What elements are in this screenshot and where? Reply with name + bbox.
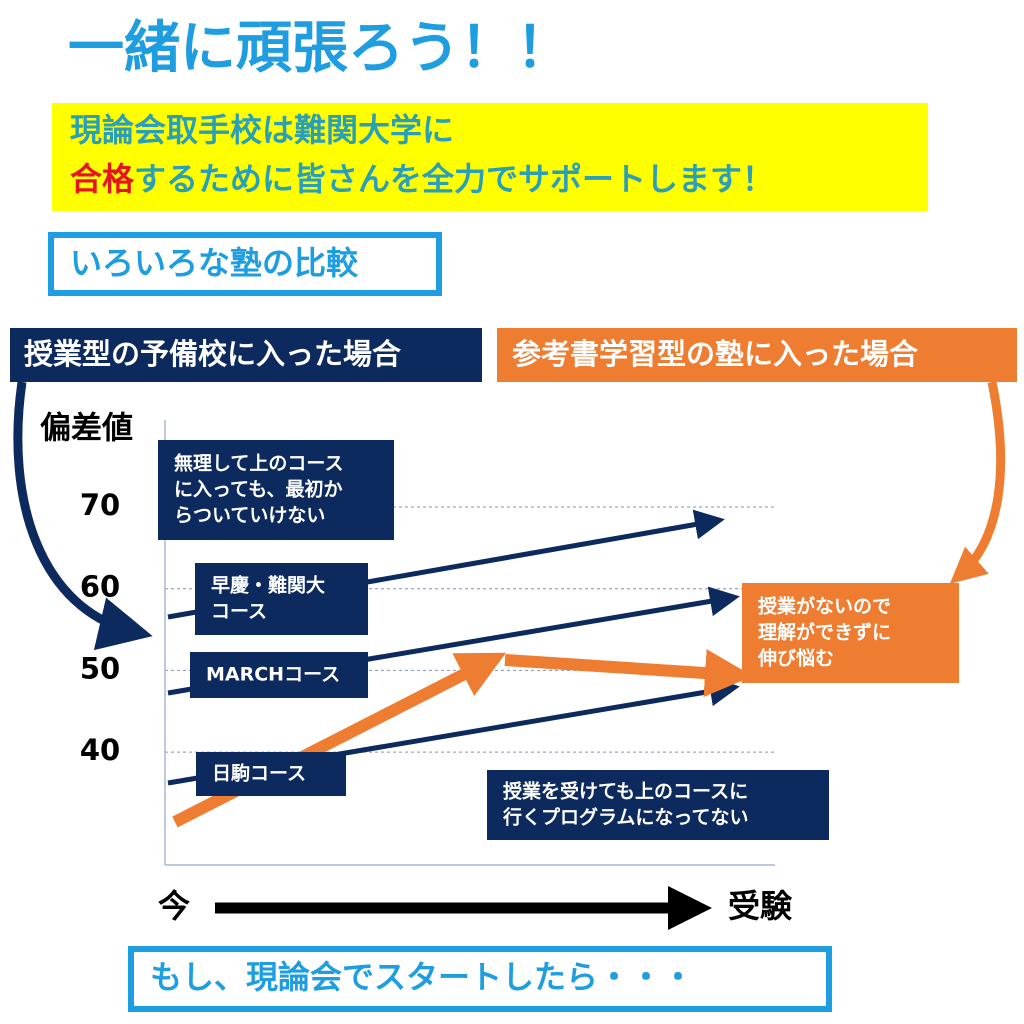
note-box: [158, 440, 394, 540]
note-text: 理解ができずに: [758, 621, 891, 644]
curve-arrow: [949, 381, 1006, 584]
note-box: [196, 752, 346, 796]
note-text: 授業がないので: [758, 595, 891, 618]
right-heading-bg: [497, 328, 1017, 382]
note-box: [742, 583, 959, 683]
section-label: いろいろな塾の比較: [70, 244, 359, 282]
footer-box: [128, 946, 832, 1012]
y-tick-label: 60: [80, 570, 120, 604]
title: 一緒に頑張ろう！！: [68, 16, 572, 81]
curve-arrow: [13, 381, 153, 651]
y-tick-label: 40: [80, 733, 120, 767]
banner-line: 合格するために皆さんを全力でサポートします！: [70, 160, 774, 198]
x-end: 受験: [728, 887, 793, 925]
y-tick-label: 50: [80, 651, 120, 685]
self-study-arrow: [504, 649, 753, 697]
note-text: コース: [211, 601, 267, 623]
highlight: 合格: [70, 160, 135, 198]
note-box: [487, 770, 829, 840]
right-heading: 参考書学習型の塾に入った場合: [512, 337, 918, 371]
x-start: 今: [158, 887, 190, 925]
note-text: 無理して上のコース: [174, 452, 343, 475]
y-tick-label: 70: [80, 488, 120, 522]
note-text: 行くプログラムになってない: [502, 806, 748, 829]
note-box: [195, 563, 368, 635]
banner-bg: [52, 103, 928, 211]
note-box: [190, 652, 368, 698]
y-axis-label: 偏差値: [40, 411, 133, 447]
note-text: MARCHコース: [206, 664, 340, 686]
left-heading: 授業型の予備校に入った場合: [24, 337, 401, 371]
note-text: 伸び悩む: [757, 647, 834, 670]
banner-line: 現論会取手校は難関大学に: [70, 111, 454, 149]
note-text: に入っても、最初か: [174, 478, 343, 501]
note-text: らついていけない: [174, 505, 325, 527]
left-heading-bg: [10, 328, 482, 382]
note-text: 日駒コース: [212, 762, 306, 785]
note-text: 授業を受けても上のコースに: [503, 780, 748, 803]
banner-rest: するために皆さんを全力でサポートします！: [134, 160, 774, 198]
footer: もし、現論会でスタートしたら・・・: [150, 958, 694, 996]
note-text: 早慶・難関大: [211, 574, 325, 597]
section-box: [48, 232, 442, 296]
